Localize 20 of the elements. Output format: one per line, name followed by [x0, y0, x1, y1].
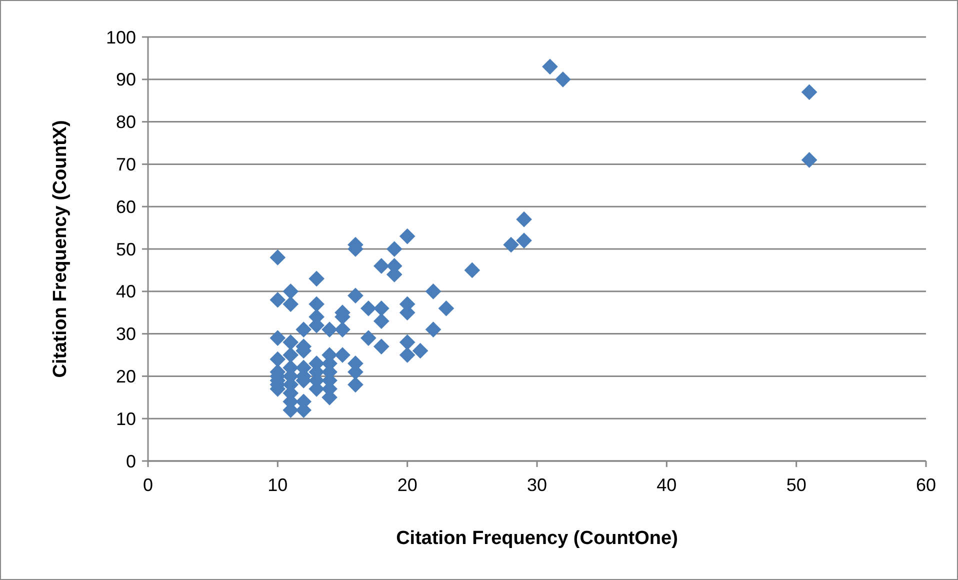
y-tick-label: 70: [116, 154, 136, 174]
x-tick-label: 10: [268, 475, 288, 495]
y-axis-title: Citation Frequency (CountX): [50, 120, 71, 378]
y-tick-label: 90: [116, 70, 136, 90]
y-tick-label: 80: [116, 112, 136, 132]
y-tick-label: 30: [116, 324, 136, 344]
x-tick-label: 40: [656, 475, 677, 495]
y-tick-label: 0: [126, 451, 136, 472]
x-tick-label: 60: [916, 475, 936, 495]
x-axis-title: Citation Frequency (CountOne): [396, 528, 678, 549]
y-tick-label: 60: [116, 196, 136, 217]
y-tick-label: 50: [116, 239, 136, 260]
y-tick-label: 20: [116, 366, 136, 386]
x-tick-label: 0: [142, 475, 154, 495]
x-tick-label: 20: [397, 475, 418, 495]
y-tick-label: 10: [116, 408, 136, 429]
y-tick-label: 100: [106, 27, 136, 48]
y-tick-label: 40: [116, 282, 136, 302]
x-tick-label: 30: [526, 475, 548, 495]
x-tick-label: 50: [786, 475, 806, 495]
